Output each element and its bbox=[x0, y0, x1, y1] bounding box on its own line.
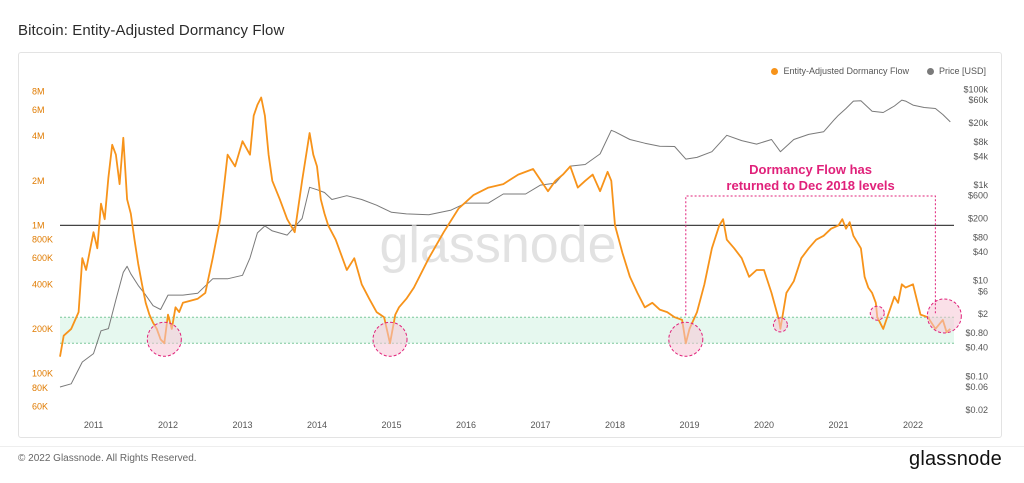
y-left-tick-label-3: 2M bbox=[32, 176, 45, 186]
footer-divider bbox=[0, 446, 1024, 447]
y-right-tick-label-11: $6 bbox=[978, 286, 988, 296]
y-right-tick-label-9: $40 bbox=[973, 247, 988, 257]
y-right-tick-label-17: $0.02 bbox=[965, 405, 988, 415]
y-left-tick-label-7: 400K bbox=[32, 279, 53, 289]
legend-swatch-flow bbox=[771, 67, 779, 75]
price-series-line bbox=[59, 99, 951, 388]
y-left-tick-label-10: 80K bbox=[32, 383, 48, 393]
y-right-tick-label-13: $0.80 bbox=[965, 328, 988, 338]
y-left-tick-label-2: 4M bbox=[32, 131, 45, 141]
y-right-tick-label-2: $20k bbox=[968, 118, 988, 128]
x-tick-label-2013: 2013 bbox=[233, 420, 253, 430]
y-right-tick-label-6: $600 bbox=[968, 191, 988, 201]
y-right-tick-label-0: $100k bbox=[963, 84, 988, 94]
highlight-ellipse-3 bbox=[772, 317, 788, 333]
footer-brand-logo[interactable]: glassnode bbox=[909, 448, 1002, 470]
annotation-bracket bbox=[685, 195, 936, 316]
highlight-ellipse-4 bbox=[869, 305, 885, 321]
x-tick-label-2017: 2017 bbox=[531, 420, 551, 430]
y-left-tick-label-11: 60K bbox=[32, 401, 48, 411]
x-tick-label-2022: 2022 bbox=[903, 420, 923, 430]
y-right-tick-label-3: $8k bbox=[973, 137, 988, 147]
highlight-ellipse-1 bbox=[372, 321, 408, 357]
highlight-ellipse-5 bbox=[926, 298, 962, 334]
x-tick-label-2011: 2011 bbox=[84, 420, 103, 430]
highlight-ellipse-0 bbox=[146, 321, 182, 357]
legend-item-flow[interactable]: Entity-Adjusted Dormancy Flow bbox=[771, 66, 909, 76]
y-right-tick-label-1: $60k bbox=[968, 95, 988, 105]
chart-band-layer bbox=[60, 316, 954, 344]
band-fill bbox=[60, 317, 954, 344]
legend-swatch-price bbox=[926, 67, 934, 75]
y-right-tick-label-7: $200 bbox=[968, 214, 988, 224]
x-tick-label-2018: 2018 bbox=[605, 420, 625, 430]
annotation-text-line-1: returned to Dec 2018 levels bbox=[726, 178, 894, 193]
y-left-tick-label-1: 6M bbox=[32, 105, 45, 115]
annotation-text-line-0: Dormancy Flow has bbox=[749, 162, 872, 177]
y-right-tick-label-15: $0.10 bbox=[965, 371, 988, 381]
y-left-tick-label-6: 600K bbox=[32, 253, 53, 263]
legend-label-flow: Entity-Adjusted Dormancy Flow bbox=[783, 66, 909, 76]
y-left-tick-label-0: 8M bbox=[32, 87, 45, 97]
footer-copyright: © 2022 Glassnode. All Rights Reserved. bbox=[18, 453, 197, 464]
axes-layer: 2011 2012 2013 2014 2015 2016 2017 2018 2019 2020… bbox=[32, 84, 988, 430]
legend-item-price[interactable]: Price [USD] bbox=[926, 66, 986, 76]
highlight-ellipses-layer bbox=[146, 298, 962, 357]
x-tick-label-2019: 2019 bbox=[680, 420, 700, 430]
y-right-tick-label-16: $0.06 bbox=[965, 382, 988, 392]
y-left-tick-label-9: 100K bbox=[32, 369, 53, 379]
x-tick-label-2014: 2014 bbox=[307, 420, 327, 430]
x-tick-label-2012: 2012 bbox=[158, 420, 178, 430]
chart-title: Bitcoin: Entity-Adjusted Dormancy Flow bbox=[18, 22, 285, 39]
y-right-tick-label-14: $0.40 bbox=[965, 343, 988, 353]
y-left-tick-label-4: 1M bbox=[32, 220, 45, 230]
y-right-tick-label-10: $10 bbox=[973, 276, 988, 286]
x-tick-label-2020: 2020 bbox=[754, 420, 774, 430]
y-right-tick-label-4: $4k bbox=[973, 151, 988, 161]
watermark-text: glassnode bbox=[379, 216, 616, 274]
highlight-ellipse-2 bbox=[668, 321, 704, 357]
y-left-tick-label-5: 800K bbox=[32, 235, 53, 245]
x-tick-label-2015: 2015 bbox=[382, 420, 402, 430]
y-left-tick-label-8: 200K bbox=[32, 324, 53, 334]
x-tick-label-2016: 2016 bbox=[456, 420, 476, 430]
x-tick-label-2021: 2021 bbox=[829, 420, 849, 430]
y-right-tick-label-5: $1k bbox=[973, 180, 988, 190]
y-right-tick-label-8: $80 bbox=[973, 233, 988, 243]
y-right-tick-label-12: $2 bbox=[978, 309, 988, 319]
legend-label-price: Price [USD] bbox=[938, 66, 986, 76]
chart-legend: Entity-Adjusted Dormancy Flow Price [USD… bbox=[771, 66, 986, 76]
price-series-layer bbox=[59, 99, 951, 388]
